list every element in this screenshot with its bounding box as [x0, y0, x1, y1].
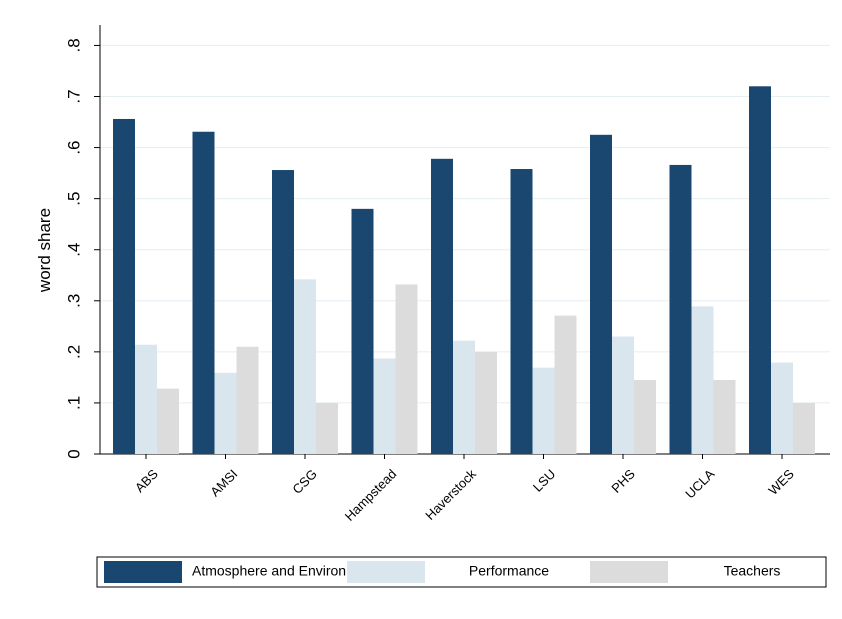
bar — [157, 388, 179, 454]
bar — [510, 169, 533, 454]
bar — [453, 340, 475, 454]
legend-swatch — [347, 561, 425, 583]
bar — [793, 402, 815, 454]
bar — [669, 164, 692, 454]
bar — [590, 134, 612, 454]
bar — [351, 208, 374, 454]
y-tick-label: .5 — [64, 192, 83, 206]
legend-box — [96, 556, 827, 588]
bar — [771, 362, 793, 454]
y-tick-label: .2 — [64, 345, 83, 359]
y-tick-label: .8 — [64, 38, 83, 52]
bar — [192, 131, 215, 454]
bar — [113, 118, 135, 454]
bar — [395, 284, 418, 454]
legend-label: Atmosphere and Environment — [192, 563, 377, 579]
legend-label: Teachers — [724, 563, 781, 579]
y-tick-label: 0 — [64, 449, 83, 458]
bar — [214, 372, 237, 454]
y-tick-label: .7 — [64, 89, 83, 103]
y-tick-label: .6 — [64, 140, 83, 154]
bar — [135, 344, 157, 454]
legend-swatch — [590, 561, 668, 583]
legend-label: Performance — [469, 563, 549, 579]
x-tick-label: CSG — [289, 466, 320, 497]
bar — [294, 279, 316, 454]
bar — [634, 379, 656, 454]
bar — [475, 351, 497, 454]
y-tick-label: .3 — [64, 294, 83, 308]
bar — [272, 170, 294, 455]
x-tick-label: ABS — [132, 466, 161, 495]
bar — [431, 158, 453, 455]
bar — [612, 336, 634, 454]
x-tick-label: Haverstock — [422, 466, 479, 523]
x-tick-label: Hampstead — [342, 466, 400, 524]
bar — [749, 86, 771, 455]
y-axis-label: word share — [35, 208, 54, 293]
bar — [691, 306, 714, 454]
bar — [713, 379, 736, 454]
x-tick-label: WES — [765, 466, 797, 498]
bar — [532, 367, 555, 454]
x-tick-label: AMSI — [207, 466, 240, 499]
bar — [236, 346, 259, 454]
legend-swatch — [104, 561, 182, 583]
bar — [373, 358, 396, 454]
x-tick-label: LSU — [530, 466, 558, 494]
bar — [316, 402, 338, 454]
y-tick-label: .4 — [64, 243, 83, 257]
x-tick-label: UCLA — [682, 466, 717, 501]
x-tick-label: PHS — [608, 466, 638, 496]
y-tick-label: .1 — [64, 396, 83, 410]
bar — [554, 315, 577, 454]
